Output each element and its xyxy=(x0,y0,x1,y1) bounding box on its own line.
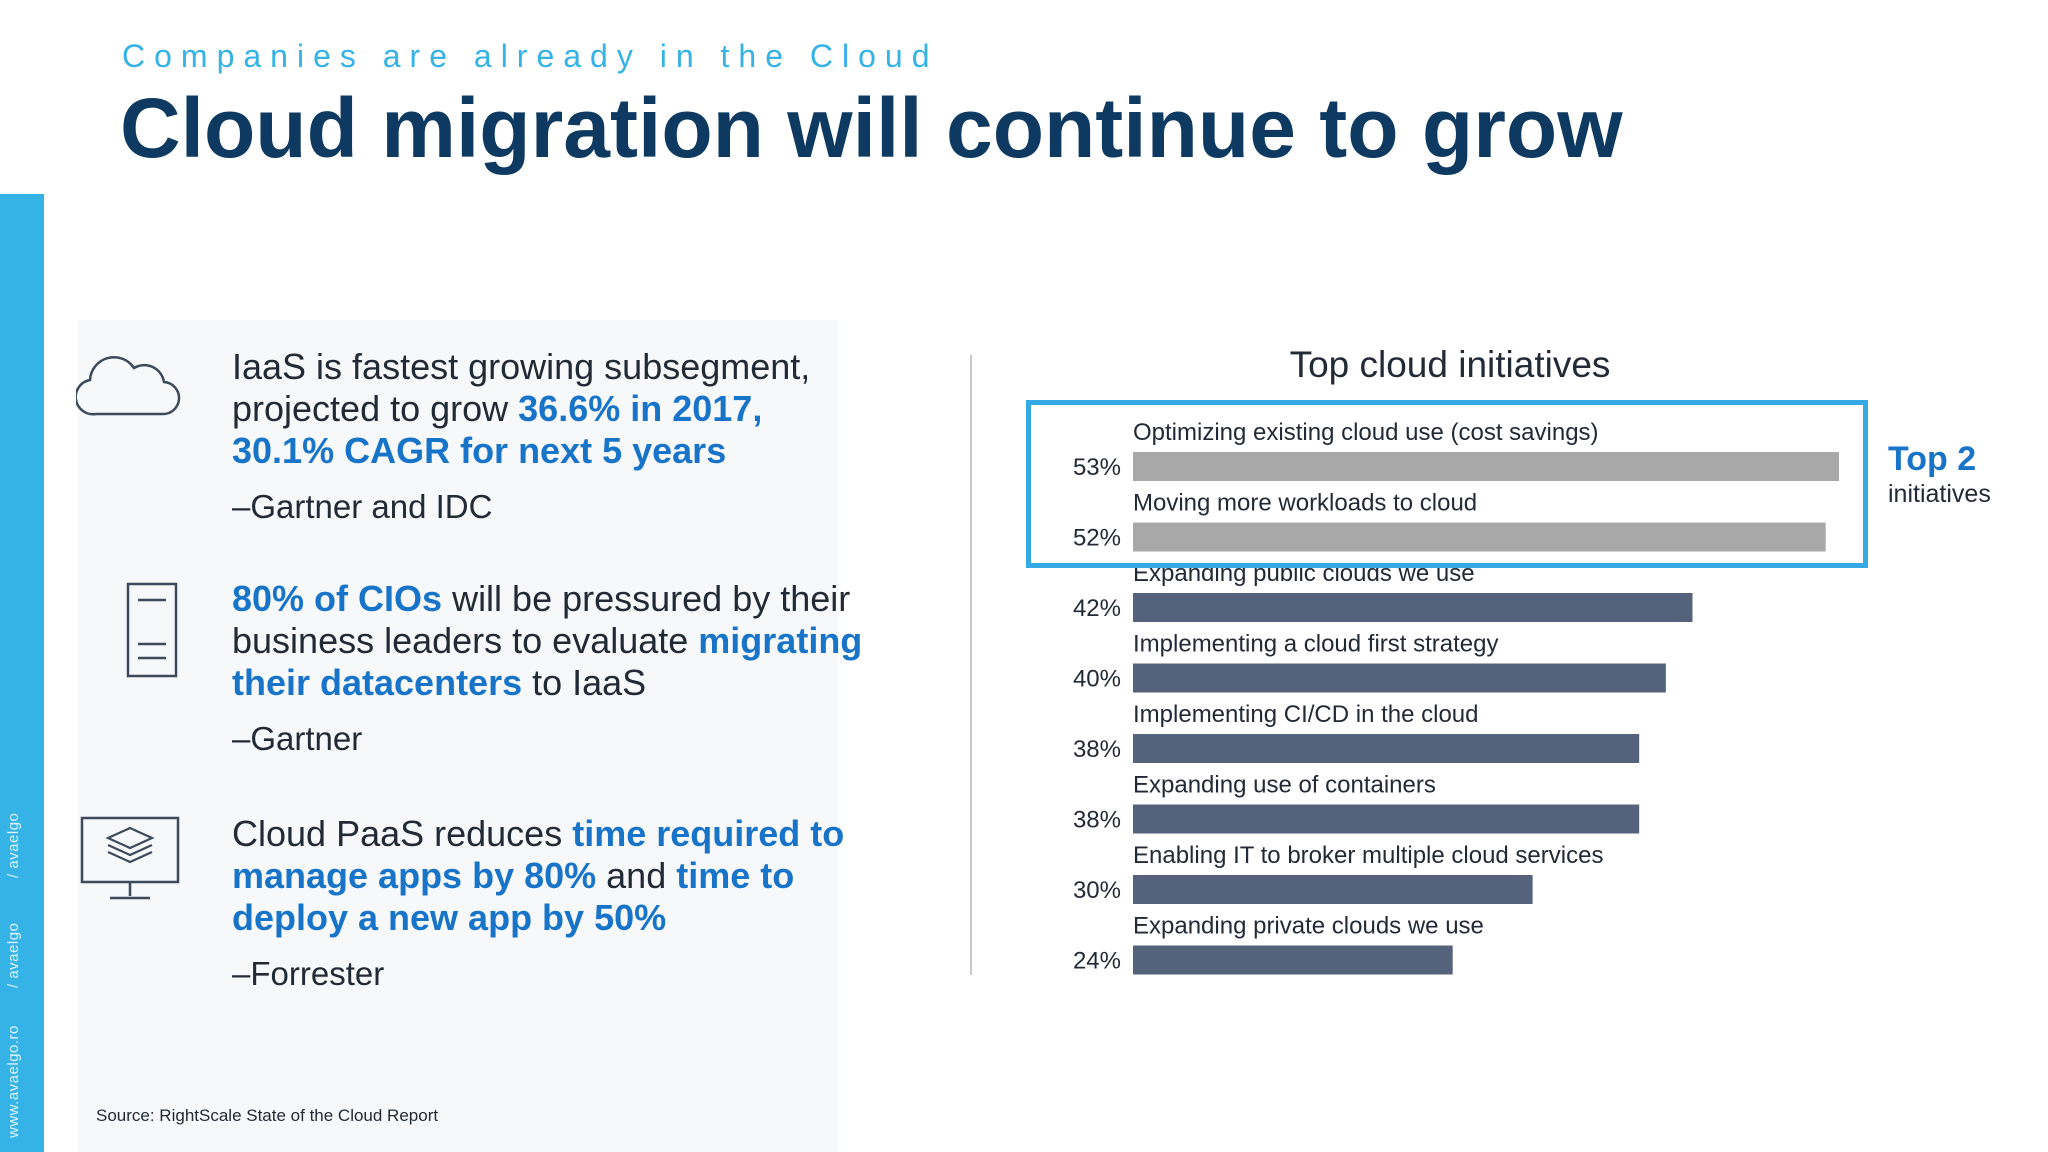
bar-category-label: Enabling IT to broker multiple cloud ser… xyxy=(1133,842,1603,869)
highlight-text: 80% of CIOs xyxy=(232,578,443,619)
bar-category-label: Implementing CI/CD in the cloud xyxy=(1133,701,1479,728)
bar xyxy=(1133,804,1640,834)
bar xyxy=(1133,945,1453,975)
body-text: and xyxy=(596,855,677,896)
bar xyxy=(1133,522,1826,552)
bar-value-label: 24% xyxy=(1073,948,1121,975)
monitor-layers-icon xyxy=(80,816,180,900)
footer-source: Source: RightScale State of the Cloud Re… xyxy=(96,1106,439,1125)
chart-title: Top cloud initiatives xyxy=(1289,344,1611,385)
top-two-label: Top 2 xyxy=(1888,440,1977,478)
bar-category-label: Optimizing existing cloud use (cost savi… xyxy=(1133,419,1599,446)
bar-value-label: 40% xyxy=(1073,666,1121,693)
bar-value-label: 42% xyxy=(1073,595,1121,622)
bar xyxy=(1133,452,1839,481)
bar-category-label: Expanding use of containers xyxy=(1133,772,1436,799)
stat-source-iaas: –Gartner and IDC xyxy=(232,488,493,525)
bar-category-label: Implementing a cloud first strategy xyxy=(1133,631,1499,658)
body-text: to IaaS xyxy=(522,662,647,703)
top-two-highlight-box xyxy=(1026,400,1868,568)
slide-subtitle: Companies are already in the Cloud xyxy=(122,38,939,74)
highlight-text: 36.6% in 2017, 30.1% CAGR for next 5 yea… xyxy=(232,388,763,471)
cloud-icon xyxy=(76,355,181,416)
bar-category-label: Expanding private clouds we use xyxy=(1133,913,1484,940)
slide-title: Cloud migration will continue to grow xyxy=(120,81,1623,175)
server-icon xyxy=(126,582,178,678)
vertical-divider xyxy=(970,355,972,975)
side-accent-bar: www.avaelgo.ro / avaelgo / avaelgo xyxy=(0,194,44,1152)
bar xyxy=(1133,663,1666,693)
stat-item-iaas: IaaS is fastest growing subsegment, proj… xyxy=(232,346,872,528)
content-background xyxy=(78,320,838,1152)
stat-text-paas: Cloud PaaS reduces time required to mana… xyxy=(232,813,872,939)
body-text: Cloud PaaS reduces xyxy=(232,813,573,854)
highlight-text: time to deploy a new app by 50% xyxy=(232,855,795,938)
bar xyxy=(1133,593,1693,622)
bar xyxy=(1133,734,1640,763)
stat-text-iaas: IaaS is fastest growing subsegment, proj… xyxy=(232,346,872,472)
stat-text-cios: 80% of CIOs will be pressured by their b… xyxy=(232,578,872,704)
body-text: IaaS is fastest growing subsegment, proj… xyxy=(232,346,811,429)
bar-value-label: 38% xyxy=(1073,736,1121,763)
bar-value-label: 30% xyxy=(1073,877,1121,904)
bar-value-label: 38% xyxy=(1073,807,1121,834)
stat-source-paas: –Forrester xyxy=(232,955,385,992)
bar xyxy=(1133,875,1533,904)
stat-item-cios: 80% of CIOs will be pressured by their b… xyxy=(232,578,872,760)
bar-category-label: Moving more workloads to cloud xyxy=(1133,490,1477,517)
highlight-text: time required to manage apps by 80% xyxy=(232,813,845,896)
stat-item-paas: Cloud PaaS reduces time required to mana… xyxy=(232,813,872,995)
top-two-sublabel: initiatives xyxy=(1888,480,1991,508)
stat-source-cios: –Gartner xyxy=(232,720,363,757)
bar-value-label: 52% xyxy=(1073,525,1121,552)
body-text: will be pressured by their business lead… xyxy=(232,578,851,661)
bar-value-label: 53% xyxy=(1073,454,1121,481)
highlight-text: migrating their datacenters xyxy=(232,620,863,703)
